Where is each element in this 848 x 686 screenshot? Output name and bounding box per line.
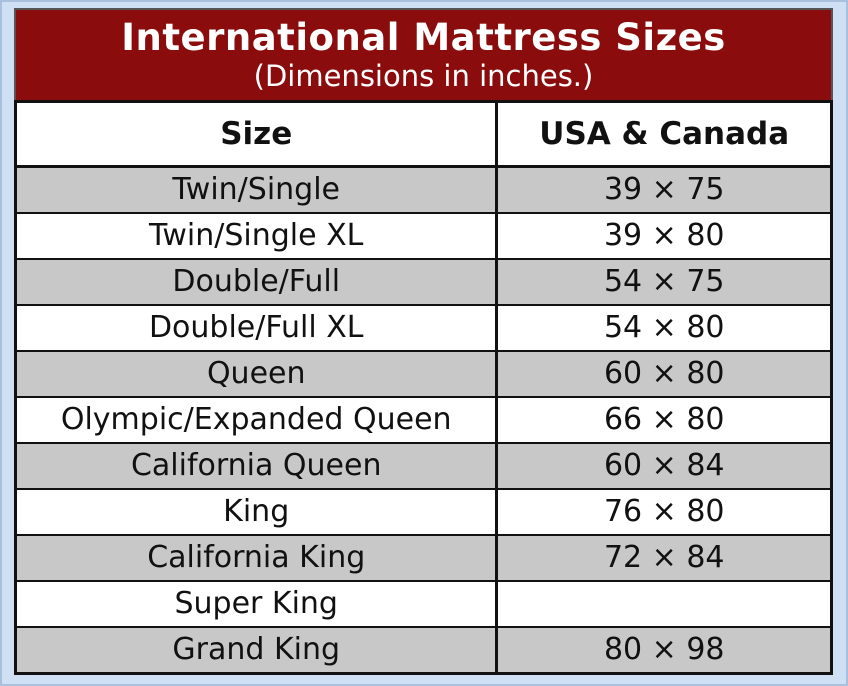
mattress-sizes-table: International Mattress Sizes (Dimensions…	[14, 8, 833, 676]
dimensions-cell: 54 × 80	[495, 304, 833, 353]
table-row: Olympic/Expanded Queen 66 × 80	[14, 396, 833, 445]
table-title-banner: International Mattress Sizes (Dimensions…	[14, 8, 833, 101]
column-header-usa-canada: USA & Canada	[495, 100, 833, 169]
dimensions-cell: 60 × 84	[495, 442, 833, 491]
table-row: Double/Full XL 54 × 80	[14, 304, 833, 353]
dimensions-cell: 80 × 98	[495, 626, 833, 675]
size-cell: Olympic/Expanded Queen	[14, 396, 498, 445]
table-row: Double/Full 54 × 75	[14, 258, 833, 307]
size-cell: California King	[14, 534, 498, 583]
dimensions-cell	[495, 580, 833, 629]
table-row: California King 72 × 84	[14, 534, 833, 583]
size-cell: King	[14, 488, 498, 537]
table-row: King 76 × 80	[14, 488, 833, 537]
dimensions-cell: 76 × 80	[495, 488, 833, 537]
table-row: California Queen 60 × 84	[14, 442, 833, 491]
column-header-size: Size	[14, 100, 498, 169]
table-row: Super King	[14, 580, 833, 629]
column-header-row: Size USA & Canada	[14, 100, 833, 169]
table-row: Grand King 80 × 98	[14, 626, 833, 675]
table-subtitle: (Dimensions in inches.)	[253, 59, 594, 94]
sizes-table: Size USA & Canada Twin/Single 39 × 75 Tw…	[14, 100, 833, 676]
size-cell: Double/Full XL	[14, 304, 498, 353]
dimensions-cell: 39 × 75	[495, 165, 833, 215]
table-title: International Mattress Sizes	[121, 16, 726, 59]
table-row: Twin/Single 39 × 75	[14, 165, 833, 215]
size-cell: California Queen	[14, 442, 498, 491]
size-cell: Twin/Single	[14, 165, 498, 215]
dimensions-cell: 72 × 84	[495, 534, 833, 583]
dimensions-cell: 60 × 80	[495, 350, 833, 399]
size-cell: Super King	[14, 580, 498, 629]
size-cell: Double/Full	[14, 258, 498, 307]
table-row: Twin/Single XL 39 × 80	[14, 212, 833, 261]
dimensions-cell: 66 × 80	[495, 396, 833, 445]
size-cell: Grand King	[14, 626, 498, 675]
size-cell: Twin/Single XL	[14, 212, 498, 261]
size-cell: Queen	[14, 350, 498, 399]
dimensions-cell: 54 × 75	[495, 258, 833, 307]
table-body: Twin/Single 39 × 75 Twin/Single XL 39 × …	[14, 165, 833, 675]
dimensions-cell: 39 × 80	[495, 212, 833, 261]
table-row: Queen 60 × 80	[14, 350, 833, 399]
